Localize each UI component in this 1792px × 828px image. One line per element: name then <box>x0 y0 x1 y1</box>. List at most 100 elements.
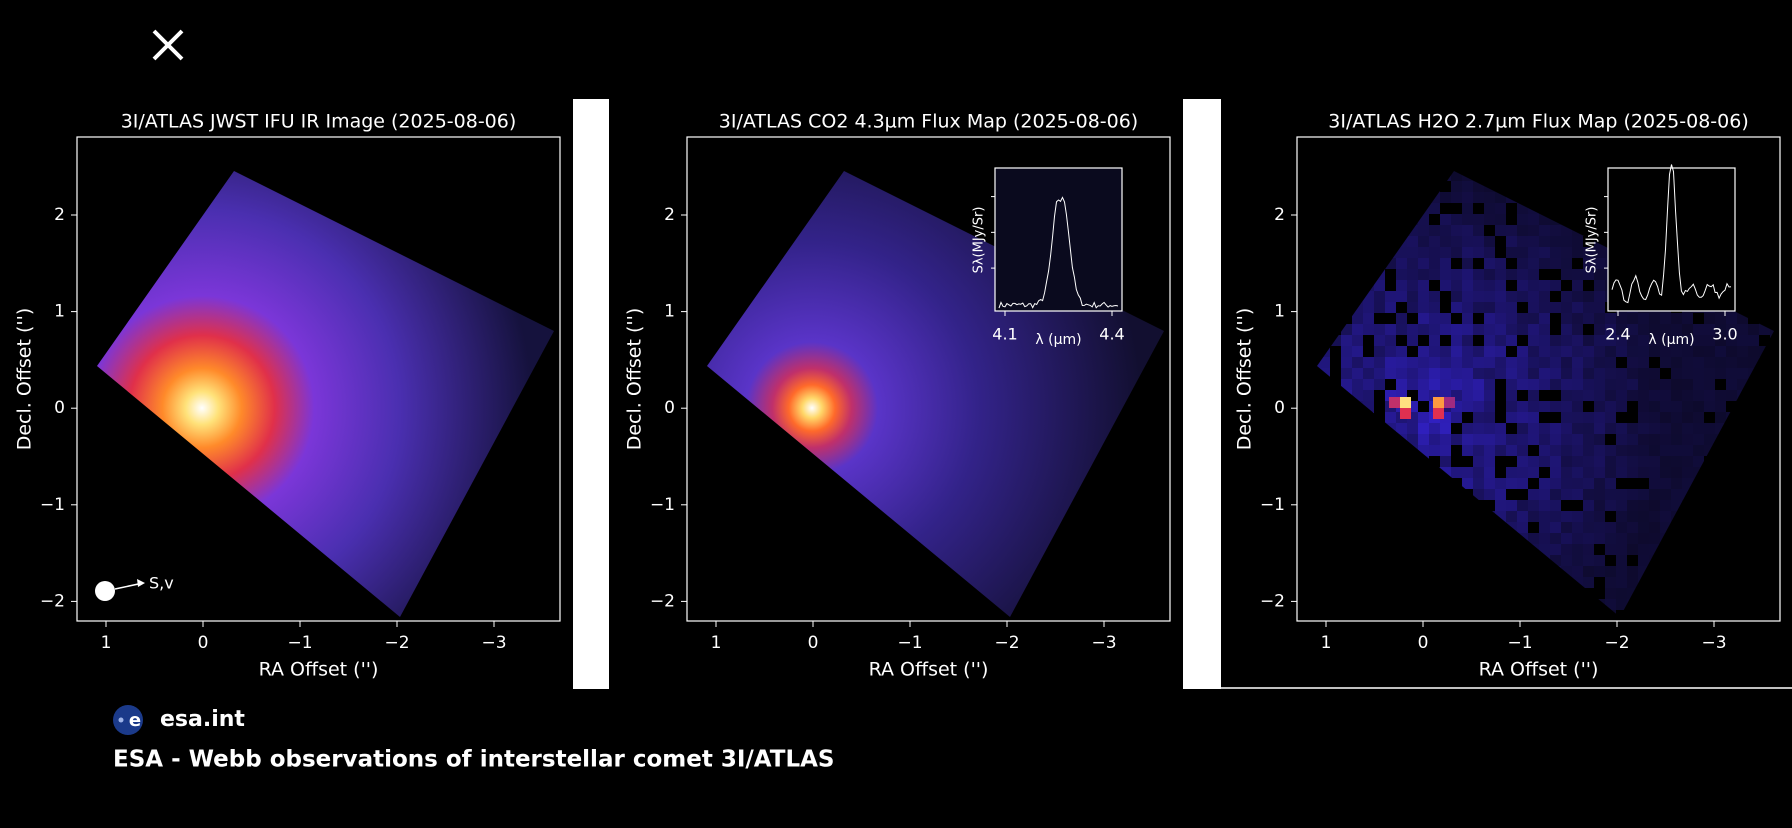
pixel <box>1484 489 1495 500</box>
pixel <box>1506 445 1517 456</box>
pixel <box>1407 577 1418 588</box>
pixel <box>1352 511 1363 522</box>
pixel <box>1385 500 1396 511</box>
pixel <box>1319 544 1330 555</box>
pixel <box>1330 247 1341 258</box>
pixel <box>1726 137 1737 148</box>
pixel <box>1352 357 1363 368</box>
pixel <box>1352 192 1363 203</box>
x-tick-label: −1 <box>1507 633 1532 653</box>
pixel <box>1616 467 1627 478</box>
pixel <box>1693 390 1704 401</box>
pixel <box>1319 445 1330 456</box>
pixel <box>1473 236 1484 247</box>
pixel <box>1726 566 1737 577</box>
pixel <box>1517 434 1528 445</box>
pixel <box>1539 159 1550 170</box>
pixel <box>1363 544 1374 555</box>
pixel <box>1572 599 1583 610</box>
pixel <box>1737 247 1748 258</box>
pixel <box>1748 423 1759 434</box>
pixel <box>1319 533 1330 544</box>
pixel <box>1616 313 1627 324</box>
pixel <box>1770 269 1774 280</box>
pixel <box>1583 171 1594 181</box>
pixel <box>1583 467 1594 478</box>
pixel <box>1517 148 1528 159</box>
pixel <box>1572 467 1583 478</box>
pixel <box>1704 390 1715 401</box>
pixel <box>1429 225 1440 236</box>
pixel <box>1528 434 1539 445</box>
pixel <box>1341 225 1352 236</box>
pixel <box>1396 192 1407 203</box>
pixel <box>1539 522 1550 533</box>
pixel <box>1418 291 1429 302</box>
pixel <box>1539 192 1550 203</box>
pixel <box>1462 346 1473 357</box>
pixel <box>1693 357 1704 368</box>
pixel <box>1550 379 1561 390</box>
pixel <box>1539 137 1550 148</box>
pixel <box>1341 148 1352 159</box>
pixel <box>1605 390 1616 401</box>
pixel <box>1770 522 1774 533</box>
axes-frame <box>76 136 561 622</box>
pixel <box>1671 610 1682 617</box>
pixel <box>1473 412 1484 423</box>
pixel <box>1517 137 1528 148</box>
pixel <box>1561 555 1572 566</box>
pixel <box>1693 368 1704 379</box>
pixel <box>1737 401 1748 412</box>
close-button[interactable] <box>152 29 184 61</box>
pixel <box>1484 511 1495 522</box>
pixel <box>1671 390 1682 401</box>
pixel <box>1341 533 1352 544</box>
pixel <box>1407 225 1418 236</box>
pixel <box>1528 412 1539 423</box>
pixel <box>1638 335 1649 346</box>
pixel <box>1561 225 1572 236</box>
pixel <box>1462 192 1473 203</box>
inset-x-tick-label: 4.1 <box>992 325 1017 344</box>
pixel <box>1638 401 1649 412</box>
pixel <box>1770 324 1774 335</box>
pixel <box>1704 588 1715 599</box>
pixel <box>1594 171 1605 181</box>
pixel <box>1561 137 1572 148</box>
pixel <box>1572 313 1583 324</box>
pixel <box>1506 511 1517 522</box>
pixel <box>1484 280 1495 291</box>
pixel <box>1374 610 1385 617</box>
pixel <box>1374 434 1385 445</box>
pixel <box>1495 599 1506 610</box>
pixel <box>1715 423 1726 434</box>
pixel <box>1682 610 1693 617</box>
pixel <box>1572 302 1583 313</box>
pixel <box>1385 258 1396 269</box>
pixel <box>1583 478 1594 489</box>
pixel <box>1561 379 1572 390</box>
pixel <box>1385 159 1396 170</box>
pixel <box>1374 171 1385 181</box>
pixel <box>1572 203 1583 214</box>
pixel <box>1330 500 1341 511</box>
pixel <box>1550 489 1561 500</box>
pixel <box>1638 566 1649 577</box>
pixel <box>1539 357 1550 368</box>
pixel <box>1660 379 1671 390</box>
pixel <box>1352 269 1363 280</box>
pixel <box>1440 346 1451 357</box>
pixel <box>1407 280 1418 291</box>
y-axis-label: Decl. Offset ('') <box>14 308 36 451</box>
pixel <box>1550 236 1561 247</box>
pixel <box>1682 456 1693 467</box>
pixel <box>1462 269 1473 280</box>
pixel <box>1429 203 1440 214</box>
pixel <box>1770 302 1774 313</box>
pixel <box>1770 181 1774 192</box>
pixel <box>1693 544 1704 555</box>
pixel <box>1319 401 1330 412</box>
pixel <box>1550 522 1561 533</box>
pixel <box>1605 379 1616 390</box>
